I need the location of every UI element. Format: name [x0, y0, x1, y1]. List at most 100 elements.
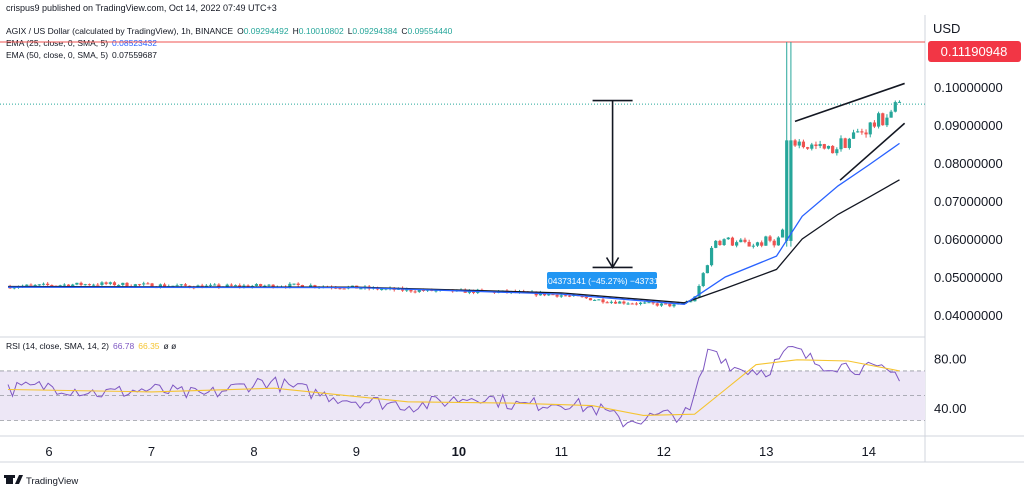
- price-tick-label: 0.08000000: [934, 156, 1003, 171]
- candle: [806, 146, 810, 150]
- candle: [634, 302, 639, 306]
- candle: [233, 284, 238, 287]
- rsi-line: [7, 345, 900, 428]
- candle: [701, 272, 705, 288]
- candle: [868, 121, 872, 138]
- high-price-badge-background: [928, 41, 1021, 62]
- price-tick-label: 0.10000000: [934, 80, 1003, 95]
- candle: [142, 281, 146, 287]
- candle: [893, 100, 897, 113]
- legend-rsi-value: 66.78: [113, 341, 135, 351]
- candle: [146, 281, 150, 285]
- candle: [726, 237, 730, 240]
- legend-ema50-label: EMA (50, close, 0, SMA, 5): [6, 50, 108, 60]
- candle: [87, 283, 92, 286]
- candle: [613, 300, 618, 304]
- candle: [764, 235, 768, 246]
- legend-rsi-label: RSI (14, close, SMA, 14, 2): [6, 341, 109, 351]
- candle: [843, 137, 847, 149]
- legend-high-label: H: [293, 26, 299, 36]
- legend-rsi-sma-value: 66.35: [138, 341, 160, 351]
- ema-lines: [7, 142, 900, 305]
- candle: [46, 282, 50, 287]
- candle: [889, 109, 893, 118]
- legend-ema25-label: EMA (25, close, 0, SMA, 5): [6, 38, 108, 48]
- candle: [668, 303, 672, 308]
- candle: [588, 298, 593, 301]
- candle: [597, 299, 601, 301]
- rsi-sma-line: [7, 359, 900, 416]
- ema50-line: [7, 179, 900, 304]
- candle: [709, 245, 714, 267]
- legend-ema50: EMA (50, close, 0, SMA, 5) 0.07559687: [6, 50, 157, 60]
- candle: [75, 282, 79, 286]
- candle: [730, 236, 735, 247]
- time-tick-label: 11: [555, 444, 569, 459]
- candle: [826, 145, 831, 150]
- candle: [776, 236, 780, 246]
- price-axis: 0.10000000 0.09000000 0.08000000 0.07000000…: [934, 80, 1003, 323]
- time-tick-label: 14: [862, 444, 876, 459]
- footer: TradingView: [4, 475, 78, 487]
- candle: [104, 281, 108, 286]
- price-tick-label: 0.04000000: [934, 308, 1003, 323]
- candle: [864, 129, 868, 138]
- candle: [79, 281, 83, 287]
- candle: [847, 137, 851, 150]
- candle: [856, 128, 860, 133]
- legend-ema50-value: 0.07559687: [112, 50, 157, 60]
- candle: [705, 264, 709, 274]
- candle: [108, 281, 112, 286]
- time-axis: 6 7 8 9 10 11 12 13 14: [45, 444, 876, 459]
- candle: [183, 283, 188, 287]
- legend-open-value: 0.09294492: [244, 26, 289, 36]
- candle: [413, 289, 417, 294]
- legend-ema25: EMA (25, close, 0, SMA, 5) 0.08523432: [6, 38, 157, 48]
- candle: [785, 42, 789, 247]
- candle: [810, 142, 814, 151]
- candle: [722, 238, 726, 247]
- rsi-tick-label: 40.00: [934, 401, 967, 416]
- candle: [714, 239, 718, 249]
- candle: [91, 283, 96, 287]
- price-tick-label: 0.09000000: [934, 118, 1003, 133]
- candle: [593, 299, 597, 301]
- candle: [897, 100, 902, 103]
- candle: [41, 282, 46, 286]
- candle: [292, 283, 296, 286]
- time-tick-label: 10: [452, 444, 466, 459]
- rsi-tick-label: 80.00: [934, 352, 967, 367]
- wedge-lower-line: [839, 122, 906, 181]
- candle: [175, 283, 179, 287]
- legend-close-label: C: [401, 26, 407, 36]
- candle: [638, 301, 643, 306]
- time-tick-label: 13: [759, 444, 773, 459]
- currency-label: USD: [933, 21, 960, 36]
- footer-brand: TradingView: [26, 476, 78, 487]
- candle: [885, 114, 889, 128]
- candle: [801, 139, 806, 149]
- candle: [743, 237, 747, 244]
- legend-ema25-value: 0.08523432: [112, 38, 157, 48]
- candle: [655, 302, 659, 307]
- candle: [622, 300, 626, 305]
- candle: [747, 239, 751, 247]
- candle: [797, 139, 801, 149]
- measure-drawing: [592, 99, 633, 270]
- candle: [29, 283, 33, 286]
- candle: [872, 120, 877, 129]
- candle: [112, 281, 117, 286]
- candle: [751, 243, 755, 249]
- candle: [822, 143, 826, 150]
- candle: [601, 297, 605, 304]
- measure-label-background: [547, 272, 657, 289]
- arrow-down-icon: [605, 257, 620, 270]
- candle: [555, 294, 559, 298]
- legend-low-label: L: [348, 26, 353, 36]
- candle: [839, 135, 843, 152]
- legend-high-value: 0.10010802: [299, 26, 344, 36]
- measure-label: −0.04373141 (−45.27%) −4373141: [536, 272, 668, 289]
- rsi-axis: 80.00 40.00: [934, 352, 967, 416]
- candle: [881, 112, 885, 126]
